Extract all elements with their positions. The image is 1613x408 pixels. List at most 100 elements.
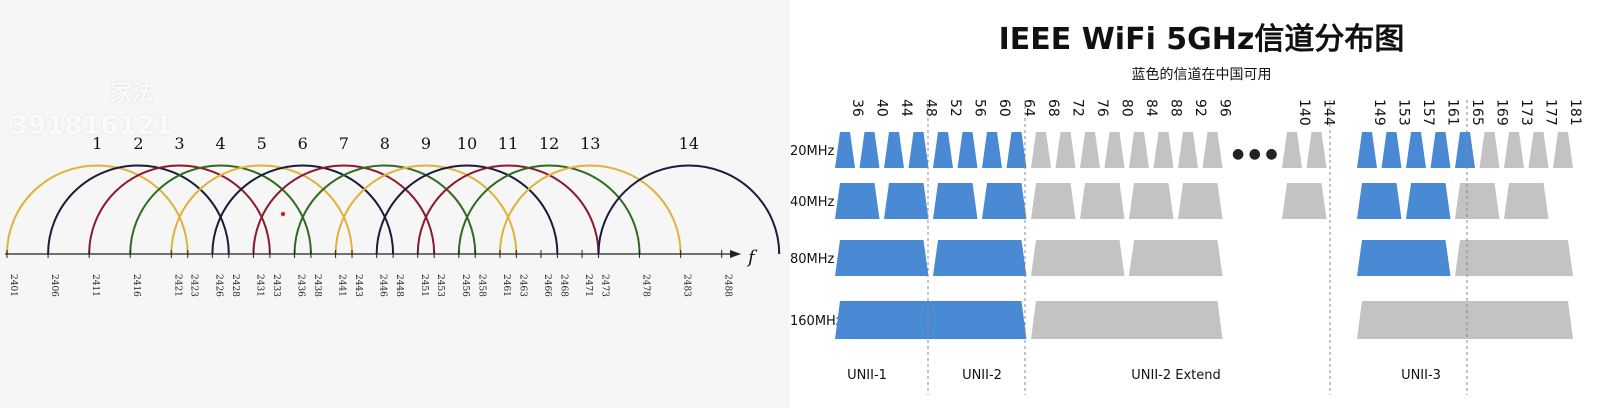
channel-arc	[293, 164, 477, 255]
axis-tick-label: 2466	[542, 274, 552, 297]
channel-label: 169	[1494, 99, 1510, 126]
axis-tick-label: 2416	[131, 274, 141, 297]
axis-tick-label: 2426	[213, 274, 223, 297]
channel-number-label: 6	[298, 134, 308, 153]
channel-block	[1357, 240, 1451, 276]
axis-tick-label: 2411	[90, 274, 100, 297]
channel-block	[957, 132, 978, 168]
channel-block	[1455, 240, 1573, 276]
channel-label: 181	[1567, 99, 1583, 126]
row-label: 20MHz	[790, 144, 835, 159]
axis-tick-label: 2478	[641, 274, 651, 297]
channel-label: 64	[1021, 99, 1037, 117]
channel-label: 48	[923, 99, 939, 117]
red-dot-marker	[280, 211, 286, 217]
channel-block	[1006, 132, 1027, 168]
channel-label: 36	[849, 99, 865, 117]
row-label: 160MHz	[790, 314, 843, 329]
channel-block	[1178, 183, 1223, 219]
watermark-line-2: 391816121	[10, 111, 173, 141]
axis-tick-label: 2436	[296, 274, 306, 297]
axis-tick-label: 2451	[419, 274, 429, 297]
axis-tick-label: 2423	[189, 274, 199, 297]
axis-tick-label: 2428	[230, 274, 240, 297]
channel-label: 80	[1119, 99, 1135, 117]
channel-block	[1129, 183, 1174, 219]
axis-tick-label: 2421	[172, 274, 182, 297]
band-label: UNII-2	[962, 368, 1002, 383]
channel-block	[933, 240, 1027, 276]
channel-arc	[375, 164, 559, 255]
channel-block	[1504, 183, 1549, 219]
channel-block	[1055, 132, 1076, 168]
channel-block	[1357, 183, 1402, 219]
channel-block	[859, 132, 880, 168]
channel-number-label: 13	[580, 134, 600, 153]
diagram-subtitle: 蓝色的信道在中国可用	[1131, 67, 1272, 83]
axis-tick-label: 2461	[501, 274, 511, 297]
ellipsis-dots: ● ● ●	[1232, 146, 1278, 162]
channel-block	[1178, 132, 1198, 168]
channel-block	[1104, 132, 1125, 168]
axis-tick-label: 2431	[254, 274, 264, 297]
wifi-24ghz-channel-diagram: 家法 391816121 1 2 3 4 5 6 7 8 9 10 11 12 13 14 f 2401 240…	[0, 0, 790, 408]
channel-block	[1455, 132, 1475, 168]
channel-block	[1129, 240, 1223, 276]
channel-label: 177	[1543, 99, 1559, 126]
channel-label: 76	[1094, 99, 1110, 117]
channel-number-label: 12	[539, 134, 559, 153]
channel-arc	[334, 164, 518, 255]
channel-label: 84	[1143, 99, 1159, 117]
channel-number-label: 9	[421, 134, 431, 153]
channel-grid-svg: 20MHz 40MHz 80MHz 160MHz 36 40 44 48 52 56 60 64 68 7…	[790, 99, 1583, 395]
channel-block	[982, 183, 1027, 219]
axis-tick-label: 2443	[353, 274, 363, 297]
channel-block	[1282, 132, 1302, 168]
watermark-line-1: 家法	[110, 81, 155, 106]
channel-number-label: 4	[215, 134, 225, 153]
channel-block	[1031, 240, 1125, 276]
watermark: 家法 391816121	[10, 78, 173, 142]
channel-arc	[88, 164, 271, 255]
channel-block	[982, 132, 1002, 168]
channel-number-label: 11	[498, 134, 518, 153]
row-label: 80MHz	[790, 252, 835, 267]
axis-tick-label: 2456	[460, 274, 470, 297]
channel-label: 40	[874, 99, 890, 117]
channel-number-label: 7	[339, 134, 349, 153]
channel-label: 173	[1518, 99, 1534, 126]
channel-arc	[170, 164, 354, 255]
axis-tick-label: 2406	[49, 274, 59, 297]
channel-number-label: 14	[679, 134, 699, 153]
channel-block	[1080, 183, 1125, 219]
axis-tick-label: 2471	[583, 274, 593, 297]
channel-label: 92	[1192, 99, 1208, 117]
channel-label: 140	[1296, 99, 1312, 126]
channel-block	[908, 132, 929, 168]
channel-arc	[252, 164, 436, 255]
channel-block	[1153, 132, 1174, 168]
channel-block	[933, 183, 978, 219]
axis-label: f	[746, 247, 758, 268]
channel-label: 52	[947, 99, 963, 117]
channel-label: 161	[1445, 99, 1461, 126]
band-label: UNII-1	[847, 368, 887, 383]
channel-label: 88	[1168, 99, 1184, 117]
channel-label: 68	[1045, 99, 1061, 117]
axis-tick-label: 2463	[517, 274, 527, 297]
axis-tick-label: 2473	[599, 274, 609, 297]
band-label: UNII-3	[1401, 368, 1441, 383]
axis-tick-label: 2483	[682, 274, 692, 297]
axis-tick-label: 2401	[8, 274, 18, 297]
channel-block	[884, 183, 929, 219]
channel-number-label: 5	[257, 134, 267, 153]
axis-tick-label: 2433	[271, 274, 281, 297]
channel-block	[1528, 132, 1549, 168]
channel-arc	[47, 164, 230, 255]
channel-arc	[597, 164, 781, 255]
axis-tick-label: 2453	[435, 274, 445, 297]
channel-label: 157	[1420, 99, 1436, 126]
channel-label: 96	[1217, 99, 1233, 117]
channel-block	[835, 301, 1027, 339]
